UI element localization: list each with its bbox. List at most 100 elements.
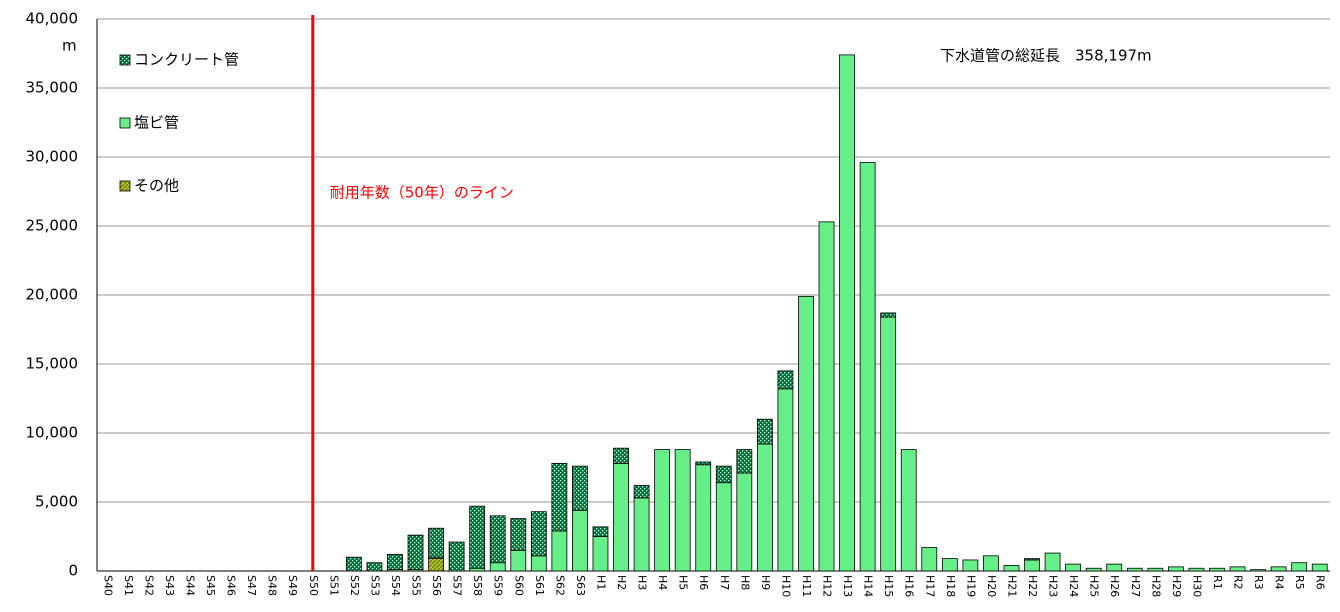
- x-tick-label: R4: [1273, 575, 1286, 590]
- bar-segment: [469, 505, 486, 569]
- y-tick-label: 25,000: [26, 217, 79, 235]
- x-tick-label: S42: [142, 575, 155, 596]
- bar-segment: [839, 54, 855, 572]
- y-tick-label: 10,000: [26, 424, 79, 442]
- x-tick-label: S41: [122, 575, 135, 596]
- x-tick-label: H2: [615, 575, 628, 590]
- bar-segment: [962, 559, 979, 572]
- x-tick-label: H15: [882, 575, 895, 597]
- x-tick-label: H27: [1129, 575, 1142, 597]
- x-tick-label: S57: [451, 575, 464, 596]
- y-tick-label: 5,000: [35, 493, 78, 511]
- bar-segment: [1229, 566, 1246, 572]
- x-tick-label: S45: [204, 575, 217, 596]
- x-tick-label: S43: [163, 575, 176, 596]
- bar-segment: [633, 485, 650, 499]
- x-tick-label: H18: [944, 575, 957, 597]
- x-tick-label: S48: [266, 575, 279, 596]
- x-tick-label: H24: [1067, 575, 1080, 597]
- x-tick-label: S60: [512, 575, 525, 596]
- lifetime-label: 耐用年数（50年）のライン: [330, 184, 514, 202]
- bar-segment: [1270, 566, 1287, 572]
- x-tick-label: S58: [471, 575, 484, 596]
- legend-label: コンクリート管: [134, 51, 239, 69]
- x-tick-label: R1: [1211, 575, 1224, 590]
- bar-segment: [798, 295, 814, 572]
- bar-segment: [489, 515, 506, 564]
- x-tick-label: S46: [225, 575, 238, 596]
- bar-segment: [1126, 567, 1143, 572]
- y-tick-label: 0: [68, 562, 78, 580]
- x-tick-label: S63: [574, 575, 587, 596]
- x-tick-label: H11: [800, 575, 813, 597]
- x-tick-label: H26: [1108, 575, 1121, 597]
- x-tick-label: R2: [1232, 575, 1245, 590]
- bar-segment: [654, 449, 671, 572]
- x-tick-label: S61: [533, 575, 546, 596]
- bar-segment: [818, 221, 835, 572]
- bar-segment: [695, 461, 712, 466]
- x-tick-label: H10: [779, 575, 792, 597]
- bar-segment: [510, 549, 527, 572]
- x-tick-label: H3: [636, 575, 649, 590]
- bar-segment: [592, 526, 609, 537]
- y-tick-label: 35,000: [26, 79, 79, 97]
- bar-segment: [880, 312, 897, 318]
- x-tick-label: S50: [307, 575, 320, 596]
- x-tick-label: S54: [389, 575, 402, 596]
- bar-segment: [900, 449, 917, 572]
- x-tick-label: H23: [1047, 575, 1060, 597]
- bar-segment: [921, 547, 938, 572]
- x-tick-label: H9: [759, 575, 772, 590]
- x-tick-label: H20: [985, 575, 998, 597]
- x-tick-label: H7: [718, 575, 731, 590]
- bar-segment: [715, 482, 732, 572]
- bar-segment: [695, 464, 712, 572]
- bar-segment: [1311, 563, 1328, 572]
- x-tick-label: H29: [1170, 575, 1183, 597]
- y-tick-label: 20,000: [26, 286, 79, 304]
- x-tick-label: H17: [923, 575, 936, 597]
- bar-segment: [1209, 567, 1225, 572]
- bar-segment: [736, 449, 753, 474]
- x-tick-label: H13: [841, 575, 854, 597]
- x-tick-label: S44: [183, 575, 196, 596]
- legend-swatch: [119, 180, 131, 192]
- y-tick-label: 40,000: [26, 10, 79, 28]
- bar-segment: [777, 370, 794, 390]
- bar-segment: [613, 447, 629, 464]
- bar-segment: [1291, 562, 1308, 572]
- legend-swatch: [119, 117, 131, 129]
- bar-segment: [448, 541, 465, 572]
- x-tick-label: H5: [677, 575, 690, 590]
- x-tick-label: S40: [101, 575, 114, 596]
- bar-segment: [777, 388, 794, 572]
- bar-segment: [572, 465, 588, 511]
- x-tick-label: R6: [1314, 575, 1327, 590]
- bar-segment: [1044, 552, 1061, 572]
- x-tick-label: S52: [348, 575, 361, 596]
- y-tick-label: 30,000: [26, 148, 79, 166]
- x-tick-label: H16: [903, 575, 916, 597]
- x-tick-label: H14: [862, 575, 875, 597]
- x-tick-label: H1: [594, 575, 607, 590]
- bar-segment: [756, 443, 773, 572]
- bar-segment: [736, 472, 753, 572]
- x-tick-label: H12: [821, 575, 834, 597]
- bar-segment: [1188, 567, 1205, 572]
- x-tick-label: R5: [1293, 575, 1306, 590]
- x-tick-label: H25: [1088, 575, 1101, 597]
- legend-label: 塩ビ管: [134, 114, 179, 132]
- total-label: 下水道管の総延長 358,197m: [940, 47, 1152, 65]
- bar-segment: [1085, 567, 1102, 572]
- bar-segment: [613, 462, 629, 572]
- bar-segment: [469, 567, 486, 572]
- bar-segment: [1167, 566, 1184, 572]
- bar-segment: [551, 462, 568, 532]
- x-tick-label: S59: [492, 575, 505, 596]
- x-tick-label: R3: [1252, 575, 1265, 590]
- x-tick-label: S47: [245, 575, 258, 596]
- bar-segment: [715, 465, 732, 484]
- bar-segment: [428, 558, 444, 572]
